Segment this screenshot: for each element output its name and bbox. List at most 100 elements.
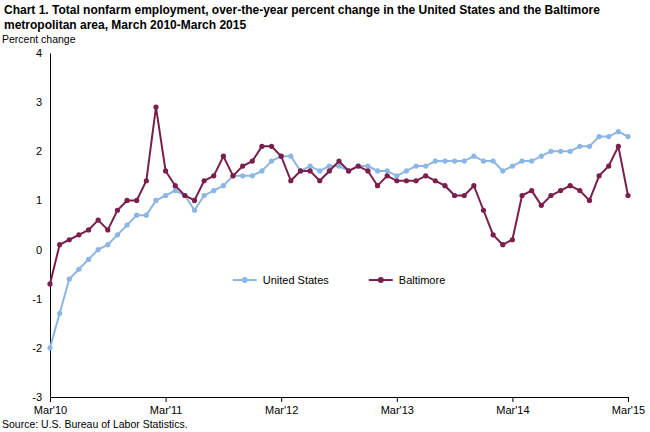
series-point	[86, 227, 91, 232]
series-point	[57, 311, 62, 316]
series-point	[394, 178, 399, 183]
x-tick: Mar'11	[150, 397, 182, 416]
series-point	[500, 242, 505, 247]
series-group	[47, 104, 630, 350]
series-point	[394, 173, 399, 178]
series-point	[462, 193, 467, 198]
y-tick: -3	[32, 391, 50, 403]
series-point	[404, 178, 409, 183]
series-point	[250, 173, 255, 178]
series-point	[625, 134, 630, 139]
y-tick-label: 0	[36, 244, 42, 256]
series-point	[211, 188, 216, 193]
series-point	[539, 203, 544, 208]
series-point	[96, 217, 101, 222]
legend-item: United States	[233, 274, 330, 286]
y-tick: 2	[36, 145, 50, 157]
series-point	[202, 193, 207, 198]
series-point	[317, 178, 322, 183]
series-point	[173, 183, 178, 188]
series-point	[211, 173, 216, 178]
series-point	[279, 154, 284, 159]
x-tick-mark	[166, 397, 167, 402]
series-point	[491, 159, 496, 164]
series-point	[452, 159, 457, 164]
series-point	[548, 149, 553, 154]
series-point	[385, 173, 390, 178]
x-tick-mark	[628, 397, 629, 402]
series-point	[96, 247, 101, 252]
series-point	[471, 183, 476, 188]
series-point	[577, 144, 582, 149]
series-point	[558, 188, 563, 193]
series-point	[587, 198, 592, 203]
series-point	[356, 163, 361, 168]
legend-item: Baltimore	[369, 274, 445, 286]
series-point	[308, 163, 313, 168]
y-tick: 1	[36, 194, 50, 206]
series-point	[115, 232, 120, 237]
series-point	[134, 198, 139, 203]
x-tick-mark	[397, 397, 398, 402]
series-point	[616, 144, 621, 149]
x-tick-mark	[50, 397, 51, 402]
series-point	[269, 144, 274, 149]
series-point	[510, 237, 515, 242]
series-point	[385, 168, 390, 173]
series-point	[192, 198, 197, 203]
series-point	[259, 144, 264, 149]
series-point	[481, 208, 486, 213]
source: Source: U.S. Bureau of Labor Statistics.	[2, 418, 188, 430]
x-tick: Mar'15	[612, 397, 645, 416]
series-point	[230, 173, 235, 178]
x-tick-label: Mar'14	[496, 404, 529, 416]
series-point	[221, 183, 226, 188]
series-point	[288, 178, 293, 183]
y-tick-label: -3	[32, 391, 42, 403]
series-point	[269, 159, 274, 164]
series-point	[115, 208, 120, 213]
series-point	[491, 232, 496, 237]
series-point	[606, 163, 611, 168]
series-point	[471, 154, 476, 159]
series-point	[568, 149, 573, 154]
series-point	[625, 193, 630, 198]
series-point	[413, 163, 418, 168]
series-point	[433, 178, 438, 183]
series-point	[182, 193, 187, 198]
x-tick-label: Mar'10	[34, 404, 67, 416]
series-point	[548, 193, 553, 198]
legend: United States Baltimore	[233, 274, 446, 286]
x-tick: Mar'10	[34, 397, 67, 416]
x-axis: Mar'10Mar'11Mar'12Mar'13Mar'14Mar'15	[34, 397, 645, 416]
series-point	[356, 163, 361, 168]
series-point	[616, 129, 621, 134]
series-point	[279, 154, 284, 159]
series-point	[259, 168, 264, 173]
x-tick-label: Mar'11	[150, 404, 182, 416]
series-point	[375, 168, 380, 173]
legend-label: Baltimore	[399, 274, 445, 286]
series-point	[308, 168, 313, 173]
series-point	[202, 178, 207, 183]
series-point	[221, 154, 226, 159]
y-tick-label: -2	[32, 342, 42, 354]
series-point	[346, 168, 351, 173]
series-point	[76, 232, 81, 237]
y-tick: 4	[36, 47, 50, 59]
chart: Chart 1. Total nonfarm employment, over-…	[0, 0, 650, 432]
series-point	[163, 168, 168, 173]
legend-label: United States	[263, 274, 330, 286]
series-point	[240, 173, 245, 178]
series-point	[519, 159, 524, 164]
title-line: metropolitan area, March 2010-March 2015	[4, 18, 246, 32]
series-point	[587, 144, 592, 149]
series-point	[327, 168, 332, 173]
series-point	[230, 173, 235, 178]
legend-marker	[378, 277, 384, 283]
series-point	[105, 242, 110, 247]
x-tick-mark	[512, 397, 513, 402]
series-line	[50, 107, 628, 284]
series-point	[76, 267, 81, 272]
x-axis-line	[51, 398, 629, 403]
